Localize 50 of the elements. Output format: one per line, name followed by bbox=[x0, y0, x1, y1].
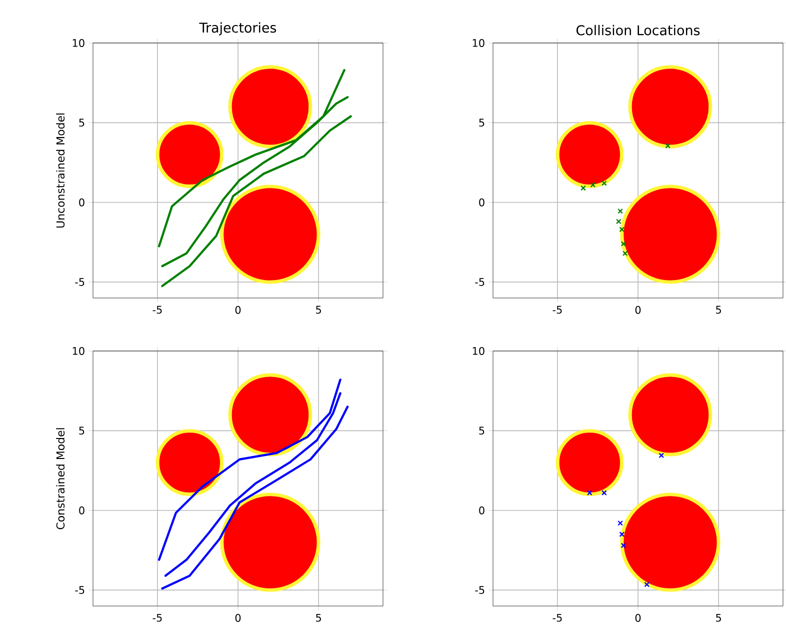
y-tick-label: 10 bbox=[472, 39, 484, 47]
x-tick-label: -5 bbox=[152, 614, 162, 622]
x-tick-label: 5 bbox=[716, 306, 721, 314]
point bbox=[619, 532, 625, 537]
point bbox=[618, 520, 623, 526]
y-tick-label: 0 bbox=[479, 198, 484, 206]
point bbox=[590, 182, 596, 188]
y-axis-title: Constrained Model bbox=[56, 428, 65, 530]
point bbox=[644, 582, 650, 588]
chart-title: Collision Locations bbox=[576, 24, 700, 36]
y-tick-label: 5 bbox=[479, 426, 484, 435]
x-tick-label: -5 bbox=[152, 306, 162, 314]
point bbox=[619, 226, 625, 232]
x-tick-label: 0 bbox=[635, 614, 641, 622]
y-tick-label: -5 bbox=[75, 278, 84, 286]
chart-title: Trajectories bbox=[199, 22, 276, 36]
point bbox=[618, 208, 623, 214]
line-series bbox=[161, 115, 352, 288]
point bbox=[665, 143, 671, 149]
point bbox=[620, 542, 626, 548]
y-tick-label: -5 bbox=[475, 586, 484, 594]
x-tick-label: 0 bbox=[235, 614, 241, 622]
x-tick-label: 5 bbox=[716, 614, 721, 622]
y-tick-label: -5 bbox=[475, 278, 484, 286]
point bbox=[616, 218, 622, 224]
y-tick-label: 10 bbox=[472, 347, 484, 355]
point bbox=[620, 241, 626, 247]
y-tick-label: -5 bbox=[75, 586, 84, 594]
x-tick-label: 0 bbox=[235, 306, 241, 314]
y-tick-label: 10 bbox=[72, 39, 84, 47]
y-tick-label: 5 bbox=[79, 118, 84, 127]
y-tick-label: 5 bbox=[479, 118, 484, 127]
y-tick-label: 0 bbox=[79, 198, 84, 206]
x-tick-label: 5 bbox=[316, 306, 321, 314]
y-tick-label: 5 bbox=[79, 426, 84, 435]
point bbox=[622, 250, 628, 256]
y-tick-label: 10 bbox=[72, 347, 84, 355]
x-tick-label: 0 bbox=[635, 306, 641, 314]
x-tick-label: 5 bbox=[316, 614, 321, 622]
line-series bbox=[161, 406, 349, 590]
x-tick-label: -5 bbox=[552, 614, 562, 622]
y-tick-label: 0 bbox=[79, 506, 84, 514]
point bbox=[601, 180, 607, 186]
point bbox=[658, 452, 664, 458]
point bbox=[586, 490, 592, 496]
y-axis-title: Unconstrained Model bbox=[56, 114, 65, 228]
point bbox=[601, 490, 607, 496]
x-tick-label: -5 bbox=[552, 306, 562, 314]
y-tick-label: 0 bbox=[479, 506, 484, 514]
point bbox=[580, 185, 586, 191]
